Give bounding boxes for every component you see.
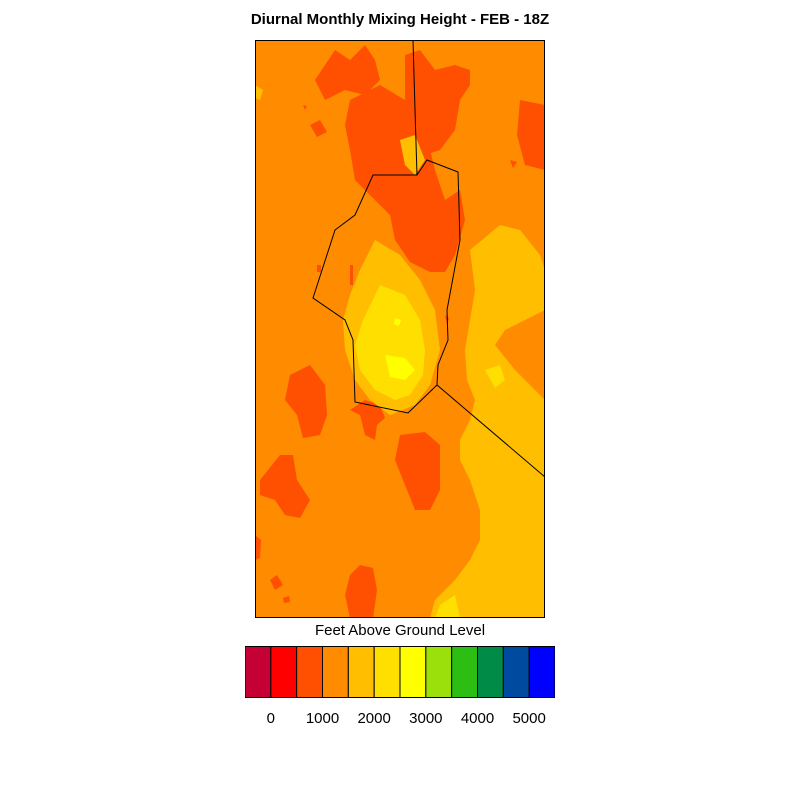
colorbar-tick-label: 0 <box>266 710 275 727</box>
colorbar-tick-label: 3000 <box>409 710 443 727</box>
colorbar-label: Feet Above Ground Level <box>314 622 486 639</box>
colorbar-swatch <box>502 646 530 698</box>
colorbar-swatch <box>528 646 555 698</box>
colorbar-tick-label: 1000 <box>305 710 340 727</box>
colorbar-swatch <box>347 646 375 698</box>
colorbar-tick-label: 2000 <box>357 710 391 727</box>
band-2500-3000 <box>385 318 415 380</box>
colorbar-swatch <box>245 646 272 698</box>
colorbar <box>245 646 555 698</box>
chart-title: Diurnal Monthly Mixing Height - FEB - 18… <box>250 11 550 28</box>
colorbar-ticks: 0 1000 2000 3000 4000 5000 <box>0 710 800 730</box>
colorbar-swatch <box>425 646 453 698</box>
colorbar-swatch <box>296 646 323 698</box>
colorbar-tick-label: 5000 <box>512 710 546 727</box>
colorbar-swatch <box>322 646 349 698</box>
colorbar-swatch <box>373 646 401 698</box>
colorbar-tick-label: 4000 <box>460 710 495 727</box>
map-frame <box>255 40 545 618</box>
colorbar-swatch <box>451 646 478 698</box>
band-500-1000 <box>255 45 545 618</box>
contour-map <box>255 40 545 618</box>
colorbar-swatch <box>270 646 298 698</box>
colorbar-swatch <box>399 646 427 698</box>
colorbar-swatch <box>477 646 504 698</box>
boundary-lines <box>312 40 545 478</box>
